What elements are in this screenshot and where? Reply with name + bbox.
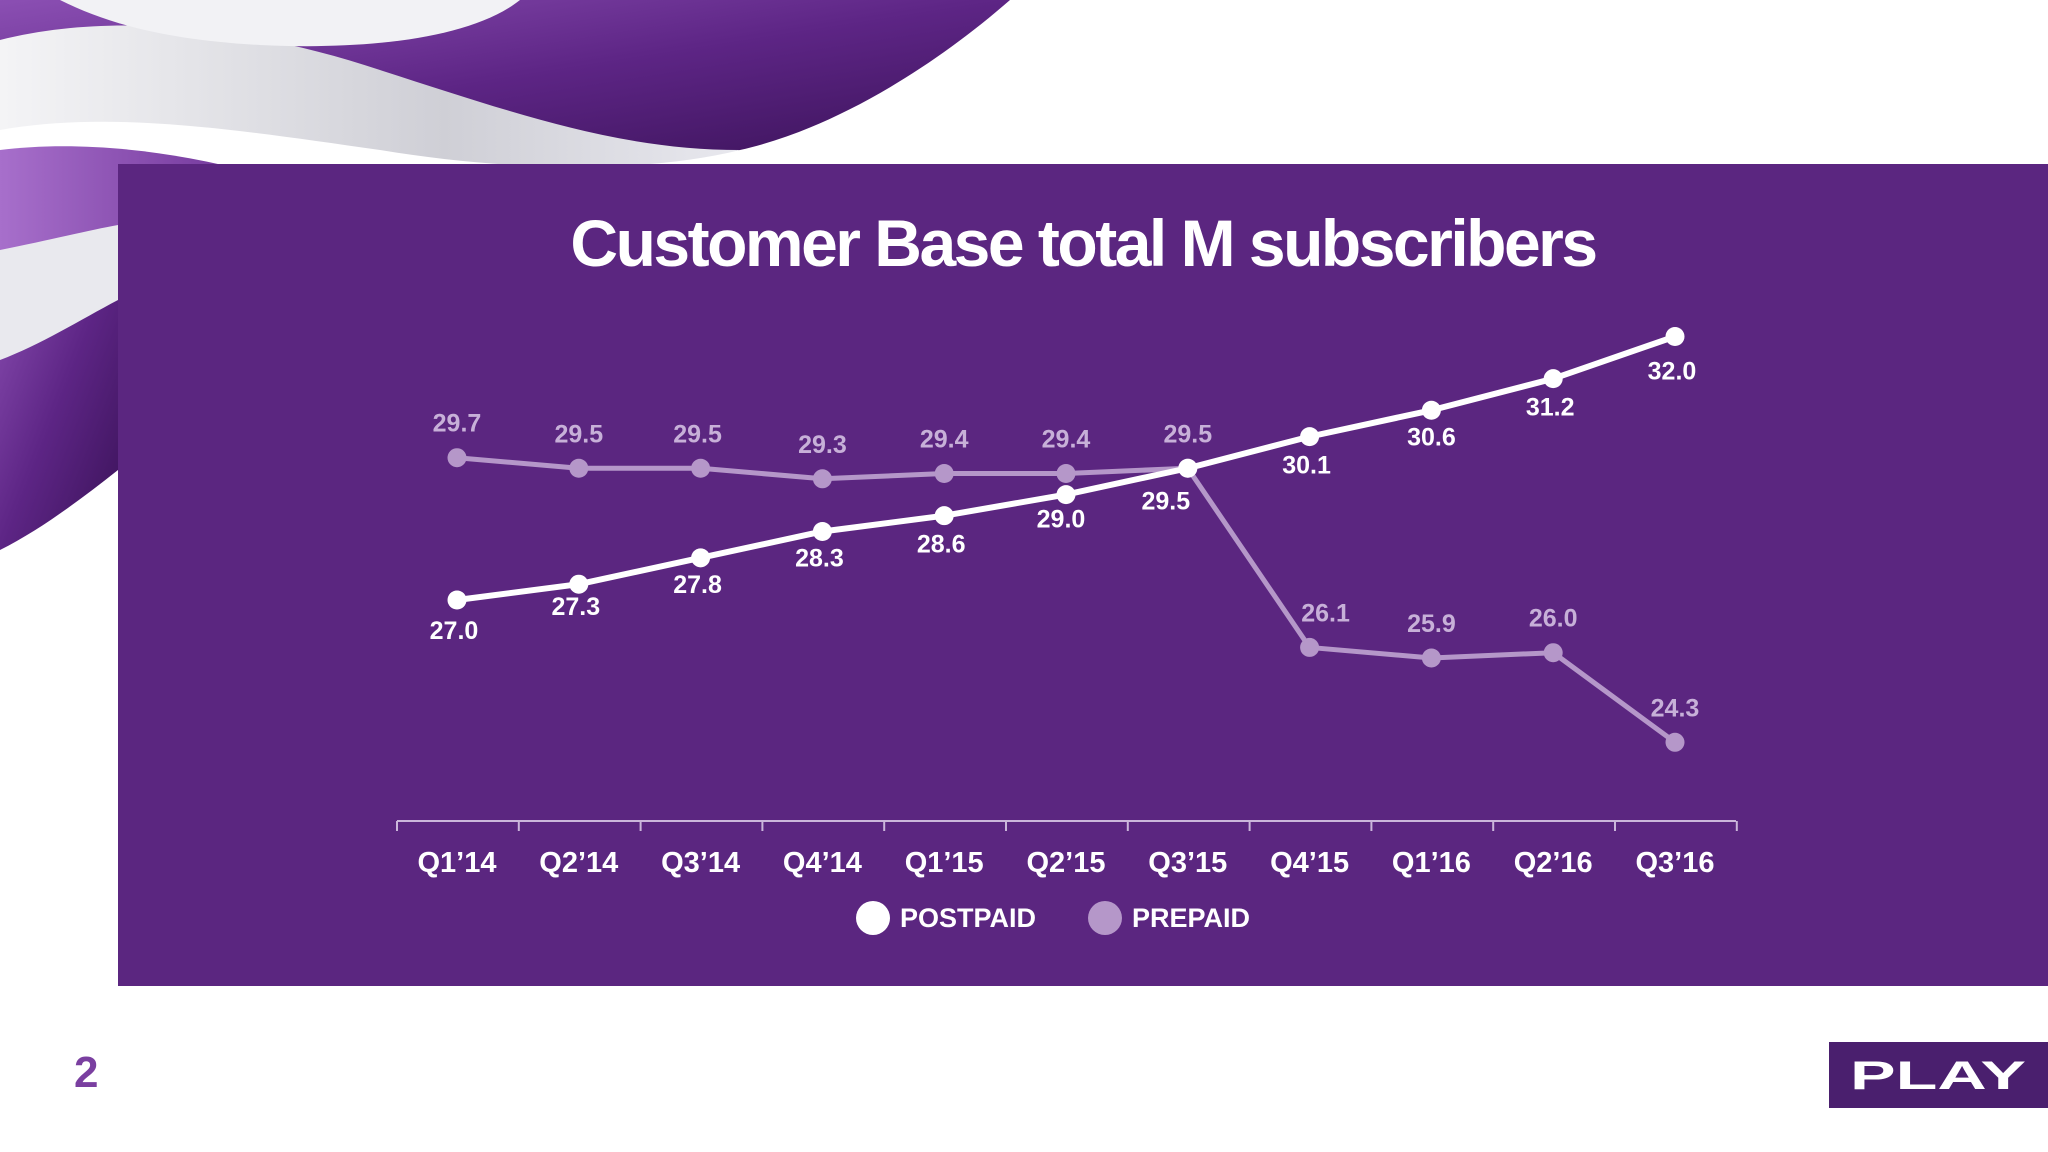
play-logo: PLAY bbox=[1829, 1042, 2048, 1108]
x-tick-label: Q1’14 bbox=[418, 847, 497, 879]
legend-swatch-prepaid bbox=[1088, 901, 1123, 935]
x-tick-label: Q3’15 bbox=[1148, 847, 1227, 879]
data-point bbox=[1665, 732, 1685, 752]
data-point bbox=[934, 464, 954, 484]
data-point bbox=[1056, 464, 1076, 484]
data-point bbox=[691, 458, 711, 478]
page-number: 2 bbox=[74, 1048, 99, 1097]
x-tick-label: Q2’14 bbox=[539, 847, 618, 879]
data-point bbox=[691, 548, 711, 568]
data-point bbox=[1665, 327, 1685, 346]
data-label: 27.8 bbox=[673, 571, 722, 599]
data-label: 26.1 bbox=[1301, 599, 1350, 627]
chart-legend: POSTPAID PREPAID bbox=[856, 900, 1302, 936]
data-point bbox=[1543, 369, 1563, 389]
legend-label-prepaid: PREPAID bbox=[1132, 902, 1251, 933]
x-tick-label: Q4’15 bbox=[1270, 847, 1349, 879]
data-label: 31.2 bbox=[1526, 394, 1575, 422]
data-point bbox=[934, 506, 954, 526]
data-label: 27.0 bbox=[430, 617, 479, 645]
data-label: 30.6 bbox=[1407, 423, 1456, 451]
data-label: 29.4 bbox=[1042, 426, 1091, 454]
data-label: 29.4 bbox=[920, 426, 969, 454]
data-label: 29.5 bbox=[554, 420, 603, 448]
data-point bbox=[447, 448, 467, 468]
data-label: 28.6 bbox=[917, 531, 966, 559]
x-tick-label: Q2’16 bbox=[1514, 847, 1593, 879]
legend-item-prepaid: PREPAID bbox=[1088, 901, 1250, 935]
series-prepaid: 29.7 29.5 29.5 29.3 29.4 29.4 29.5 26.1 25.9 26.0… bbox=[433, 410, 1700, 752]
data-label: 29.0 bbox=[1037, 506, 1086, 534]
data-label: 25.9 bbox=[1407, 610, 1456, 638]
legend-swatch-postpaid bbox=[856, 901, 890, 935]
data-point bbox=[1300, 427, 1320, 447]
data-label: 27.3 bbox=[551, 593, 600, 621]
data-label: 29.5 bbox=[1163, 420, 1212, 448]
play-logo-mark: PLAY bbox=[1850, 1056, 2027, 1094]
data-label: 29.3 bbox=[798, 431, 847, 459]
data-point bbox=[1300, 637, 1320, 657]
play-logo-text: PLAY bbox=[1850, 1056, 2027, 1094]
data-label: 29.7 bbox=[433, 410, 482, 438]
legend-item-postpaid: POSTPAID bbox=[856, 901, 1036, 935]
data-point bbox=[569, 458, 589, 478]
data-point bbox=[812, 469, 832, 489]
data-point bbox=[1178, 458, 1198, 478]
data-point bbox=[812, 521, 832, 541]
data-label: 29.5 bbox=[1141, 487, 1190, 515]
decorative-ribbon-graphic bbox=[0, 0, 1010, 550]
x-tick-label: Q3’14 bbox=[661, 847, 740, 879]
x-tick-label: Q1’16 bbox=[1392, 847, 1471, 879]
data-label: 32.0 bbox=[1648, 358, 1697, 386]
x-tick-label: Q1’15 bbox=[905, 847, 984, 879]
data-label: 28.3 bbox=[795, 544, 844, 572]
x-tick-label: Q2’15 bbox=[1027, 847, 1106, 879]
data-label: 26.0 bbox=[1529, 605, 1578, 633]
x-tick-label: Q3’16 bbox=[1636, 847, 1715, 879]
data-label: 29.5 bbox=[673, 420, 722, 448]
data-point bbox=[1056, 485, 1076, 505]
data-point bbox=[1421, 648, 1441, 668]
data-point bbox=[569, 574, 589, 594]
data-point bbox=[447, 590, 467, 610]
series-postpaid: 27.0 27.3 27.8 28.3 28.6 29.0 29.5 30.1 30.6 31.2… bbox=[430, 327, 1697, 645]
data-point bbox=[1543, 643, 1563, 663]
x-tick-label: Q4’14 bbox=[783, 847, 862, 879]
chart-panel bbox=[118, 164, 2048, 986]
chart-title: Customer Base total M subscribers bbox=[570, 206, 1598, 280]
data-label: 30.1 bbox=[1282, 452, 1331, 480]
legend-label-postpaid: POSTPAID bbox=[900, 902, 1037, 933]
data-label: 24.3 bbox=[1651, 694, 1700, 722]
data-point bbox=[1421, 400, 1441, 420]
